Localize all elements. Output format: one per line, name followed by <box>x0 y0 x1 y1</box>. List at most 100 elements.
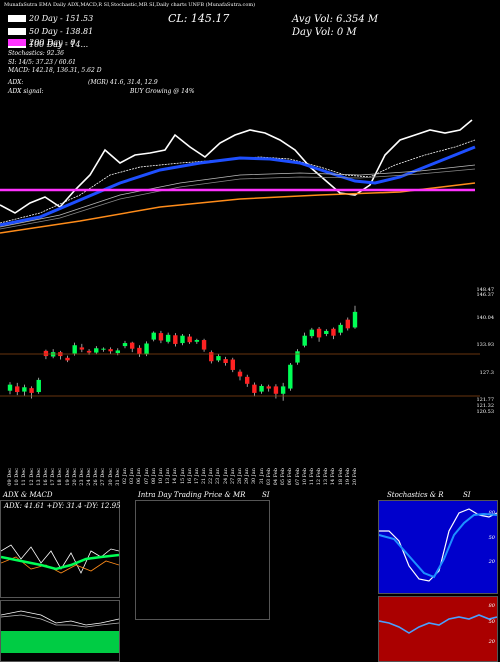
candle-20-dec <box>72 342 77 356</box>
date-label: 09 Dec <box>7 468 13 486</box>
candle-body-up <box>180 335 185 344</box>
legend-ema-50: 50 Day - 138.81 <box>8 27 93 36</box>
candle-body-down <box>230 359 236 370</box>
legend-ema-20: 20 Day - 151.53 <box>8 14 93 23</box>
candle-body-down <box>252 384 257 393</box>
candle-06-feb <box>288 363 293 391</box>
ema-orange-line <box>0 182 476 234</box>
date-label: 02 Jan <box>122 468 128 485</box>
date-label: 17 Jan <box>193 468 200 485</box>
candle-12-dec <box>29 386 34 399</box>
price-label-1: 148.47 <box>476 287 495 293</box>
stoch-panel-si: SI <box>463 491 471 499</box>
date-label: 19 Dec <box>64 468 71 486</box>
intraday-panel-title: Intra Day Trading Price & MR <box>138 491 246 499</box>
price-label-4: 133.93 <box>476 342 495 348</box>
candle-body-down <box>345 319 351 329</box>
rsi-line <box>379 614 497 634</box>
candle-body-up <box>302 335 307 346</box>
date-label: 13 Dec <box>35 468 42 486</box>
date-label: 13 Feb <box>323 468 330 486</box>
rsi-level-50: 50 <box>488 619 495 625</box>
candle-body-down <box>173 335 178 344</box>
macd-panel <box>0 600 120 662</box>
candle-body-down <box>29 388 34 393</box>
adx-signal-text: BUY Growing @ 14% <box>130 88 195 95</box>
candle-14-jan <box>173 333 178 347</box>
candle-body-down <box>266 386 271 389</box>
price-label-2: 146.37 <box>476 292 495 298</box>
date-label: 06 Feb <box>287 468 294 486</box>
date-label: 27 Jan <box>229 468 236 485</box>
candle-body-up <box>309 329 315 337</box>
macd-signal-line <box>1 614 119 628</box>
adx-line-green <box>1 553 119 571</box>
candle-body-up <box>216 356 221 361</box>
candle-body-up <box>338 324 343 333</box>
candle-22-jan <box>209 350 214 364</box>
rsi-level-20: 20 <box>488 639 495 645</box>
ema-chart <box>0 119 476 234</box>
stoch-level-80: 80 <box>488 510 495 516</box>
date-label: 03 Jan <box>129 468 136 485</box>
date-label: 07 Jan <box>143 468 150 485</box>
candle-15-jan <box>180 333 185 346</box>
price-label-8: 120.53 <box>476 409 495 415</box>
date-label: 31 Dec <box>114 468 121 486</box>
adx-signal-label: ADX signal: <box>8 88 44 95</box>
date-label: 26 Dec <box>93 468 100 486</box>
adx-panel-title: ADX & MACD <box>3 491 53 499</box>
candle-body-up <box>165 334 171 342</box>
candle-19-dec <box>65 355 70 363</box>
macd-histogram <box>1 631 119 653</box>
candle-body-down <box>43 350 49 357</box>
candle-body-up <box>280 386 286 394</box>
candle-18-feb <box>338 322 343 336</box>
candle-29-jan <box>244 374 250 387</box>
candle-28-jan <box>237 369 243 381</box>
date-label: 11 Feb <box>308 468 315 486</box>
date-label: 05 Feb <box>280 468 287 486</box>
candlestick-chart <box>7 305 358 401</box>
candle-13-jan <box>165 332 171 344</box>
candle-body-up <box>72 345 77 354</box>
candle-body-up <box>259 385 264 392</box>
candle-24-jan <box>223 356 228 366</box>
date-label: 24 Dec <box>86 468 93 486</box>
day-volume: Day Vol: 0 M <box>292 27 357 38</box>
candle-body-down <box>65 357 70 361</box>
candle-13-dec <box>36 377 41 394</box>
date-label: 11 Dec <box>21 468 28 486</box>
date-label: 21 Jan <box>201 468 208 485</box>
date-label: 20 Dec <box>71 468 78 486</box>
chart-header: MunafaSutra EMA Daily ADX,MACD,R SI,Stoc… <box>4 2 256 8</box>
candle-body-up <box>352 311 358 328</box>
date-label: 17 Dec <box>50 468 57 486</box>
candle-body-down <box>14 386 20 393</box>
date-label: 27 Dec <box>100 468 107 486</box>
candle-26-dec <box>94 346 99 355</box>
candle-10-dec <box>14 382 20 396</box>
candle-body-down <box>108 349 113 352</box>
date-label: 12 Dec <box>28 468 35 486</box>
stoch-level-20: 20 <box>488 559 495 565</box>
candle-body-up <box>115 350 121 354</box>
adx-panel-values: ADX: 41.61 +DY: 31.4 -DY: 12.95 <box>4 502 121 510</box>
ema-grey-line-1 <box>0 164 476 228</box>
candle-body-down <box>273 386 279 394</box>
candle-body-down <box>237 371 243 377</box>
candle-body-down <box>158 333 164 341</box>
candle-body-down <box>86 350 92 353</box>
candle-body-down <box>129 342 135 349</box>
candle-03-feb <box>266 384 271 392</box>
candle-11-feb <box>309 327 315 339</box>
date-label: 08 Jan <box>150 468 157 485</box>
candle-13-feb <box>324 329 329 337</box>
candle-body-up <box>94 348 99 353</box>
ema-20-line <box>0 119 473 214</box>
date-label: 20 Feb <box>352 468 358 486</box>
candle-body-down <box>79 347 85 350</box>
legend-swatch-50 <box>8 28 26 35</box>
candle-21-jan <box>201 338 207 352</box>
rsi-lines <box>379 614 497 634</box>
